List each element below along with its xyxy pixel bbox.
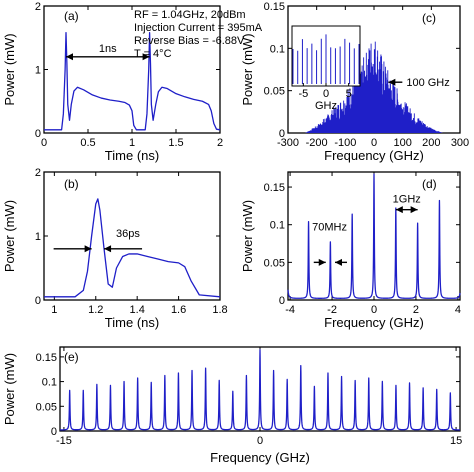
panel-c-bandwidth-arrows-right-head: [388, 78, 396, 86]
panel-c-y-tick-label: 0.1: [270, 43, 285, 55]
panel-a-label: (a): [64, 9, 79, 23]
panel-d-x-axis-label: Frequency (GHz): [324, 315, 424, 330]
panel-c-x-tick-label: 100: [393, 137, 411, 149]
panel-b-width-arrows: [53, 245, 143, 253]
panel-d-spacing-arrow: [395, 206, 418, 214]
panel-d-linewidth-arrows-left-head: [318, 258, 326, 266]
panel-c-x-tick-label: 200: [422, 137, 440, 149]
panel-c-y-tick-label: 0: [279, 128, 285, 140]
panel-e-x-tick-label: 0: [257, 435, 263, 447]
panel-b-y-axis-label: Power (mW): [2, 200, 17, 272]
panel-d-spacing-label: 1GHz: [393, 194, 421, 206]
panel-a-period-label: 1ns: [99, 43, 117, 55]
panel-b-x-tick-label: 1: [51, 304, 57, 316]
panel-d-spacing-arrow-head-left: [395, 206, 403, 214]
panel-c-x-tick-label: -100: [334, 137, 356, 149]
panel-d-x-tick-label: 0: [371, 304, 377, 316]
panel-a-condition-rf: RF = 1.04GHz, 20dBm: [134, 9, 246, 21]
panel-b-width-label: 36ps: [116, 228, 140, 240]
panel-b-width-arrows-right-head: [104, 245, 112, 253]
panel-d-y-tick-label: 0: [279, 295, 285, 307]
panel-b-pulse-trace: [44, 198, 221, 298]
panel-b-x-tick-label: 1.8: [212, 304, 227, 316]
panel-d-x-tick-label: 4: [455, 304, 461, 316]
panel-d-x-tick-label: 2: [413, 304, 419, 316]
panel-a-x-tick-label: 1: [129, 137, 135, 149]
panel-b-x-tick-label: 1.2: [88, 304, 103, 316]
panel-a-y-tick-label: 2: [35, 1, 41, 13]
panel-b-y-tick-label: 2: [35, 167, 41, 179]
panel-a-y-tick-label: 1: [35, 65, 41, 77]
panel-c-x-axis-label: Frequency (GHz): [324, 148, 424, 163]
panel-c-x-tick-label: -200: [306, 137, 328, 149]
panel-a-x-tick-label: 2: [217, 137, 223, 149]
panel-a-x-tick-label: 0.5: [80, 137, 95, 149]
panel-e-x-tick-label: 15: [450, 435, 462, 447]
panel-b-x-axis-label: Time (ns): [105, 315, 159, 330]
panel-e-x-axis-label: Frequency (GHz): [210, 450, 310, 465]
panel-b-width-arrows-left-head: [84, 245, 92, 253]
panel-c-label: (c): [422, 11, 436, 25]
panel-a-y-axis-label: Power (mW): [2, 33, 17, 105]
panel-b-x-tick-label: 1.4: [130, 304, 145, 316]
panel-e-y-tick-label: 0: [51, 426, 57, 438]
panel-e-x-tick-label: -15: [56, 435, 72, 447]
panel-b-y-tick-label: 0: [35, 295, 41, 307]
panel-a-x-tick-label: 1.5: [168, 137, 183, 149]
panel-b-x-tick-label: 1.6: [171, 304, 186, 316]
panel-c-inset-x-tick-label: 0: [323, 88, 329, 100]
panel-d-y-tick-label: 0.15: [264, 182, 285, 194]
panel-b-label: (b): [64, 177, 79, 191]
panel-d-spacing-arrow-head-right: [410, 206, 418, 214]
panel-d-x-tick-label: -2: [327, 304, 337, 316]
panel-c-y-tick-label: 0.05: [264, 86, 285, 98]
panel-d-y-tick-label: 0.05: [264, 257, 285, 269]
panel-e-spectrum-trace: [59, 349, 461, 431]
panel-c-y-axis-label: Power (mW): [240, 33, 255, 105]
panel-c-x-tick-label: 0: [371, 137, 377, 149]
panel-b-y-tick-label: 1: [35, 231, 41, 243]
panel-d-x-tick-label: -4: [285, 304, 295, 316]
panel-a-pulse-trace: [44, 32, 221, 131]
panel-d-y-tick-label: 0.1: [270, 220, 285, 232]
panel-c-inset-x-tick-label: 5: [346, 88, 352, 100]
panel-c-x-tick-label: 300: [451, 137, 469, 149]
panel-c-spectrum-lines: [305, 41, 444, 133]
panel-e-y-tick-label: 0.15: [36, 352, 57, 364]
panel-d-spectrum-trace: [287, 173, 461, 299]
panel-a-condition-temp: T = 4°C: [134, 48, 172, 60]
panel-a-period-arrow-head-left: [66, 53, 73, 61]
panel-c-x-tick-label: -300: [277, 137, 299, 149]
panel-d-y-axis-label: Power (mW): [240, 200, 255, 272]
panel-a-condition-bias: Reverse Bias = -6.88V: [134, 35, 245, 47]
panel-a-x-tick-label: 0: [41, 137, 47, 149]
panel-c-inset-x-axis-label: GHz: [315, 100, 337, 112]
panel-c-bandwidth-label: 100 GHz: [406, 77, 449, 89]
panel-c-inset-x-tick-label: -5: [298, 88, 308, 100]
panel-e-label: (e): [64, 350, 79, 364]
panel-c-inset-comb-lines: [292, 34, 360, 84]
panel-d-linewidth-arrows-right-head: [334, 258, 342, 266]
panel-a-y-tick-label: 0: [35, 128, 41, 140]
panel-c-y-tick-label: 0.15: [264, 1, 285, 13]
panel-e-y-axis-label: Power (mW): [2, 353, 17, 425]
panel-d-linewidth-arrows: [313, 258, 347, 266]
panel-a-condition-current: Injection Current = 395mA: [134, 22, 263, 34]
panel-e-y-tick-label: 0.1: [42, 377, 57, 389]
panel-a-period-arrow: [66, 53, 150, 61]
panel-a-x-axis-label: Time (ns): [105, 148, 159, 163]
panel-a-period-arrow-head-right: [142, 53, 150, 61]
panel-d-label: (d): [422, 177, 437, 191]
panel-e-y-tick-label: 0.05: [36, 401, 57, 413]
panel-d-linewidth-label: 70MHz: [312, 221, 347, 233]
